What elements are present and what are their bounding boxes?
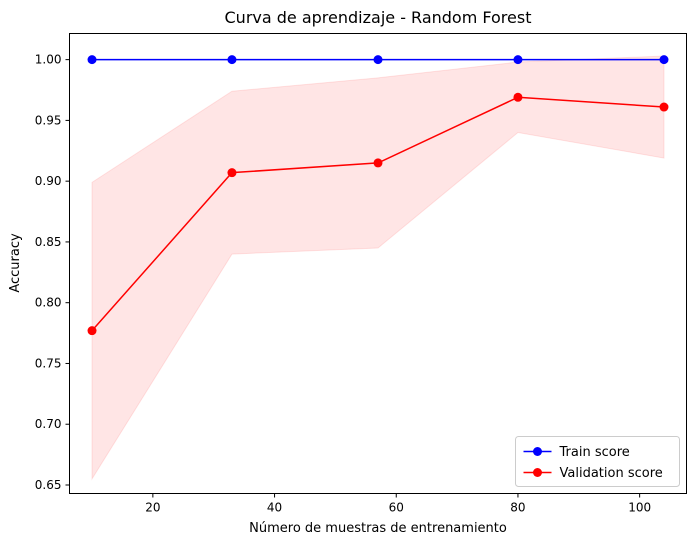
- y-tick-label: 1.00: [35, 53, 62, 67]
- plot-frame: [69, 33, 687, 494]
- legend-box: [515, 436, 680, 487]
- series-0-point: [373, 55, 383, 65]
- y-tick-label: 0.65: [35, 478, 62, 492]
- series-1-band: [91, 55, 665, 481]
- y-axis-label: Accuracy: [8, 233, 23, 293]
- series-1-point: [373, 158, 383, 168]
- y-tick-label: 0.70: [35, 417, 62, 431]
- series-1-point: [87, 326, 97, 336]
- chart-title: Curva de aprendizaje - Random Forest: [225, 8, 532, 27]
- series-1-point: [659, 102, 669, 112]
- y-tick-label: 0.90: [35, 174, 62, 188]
- x-tick-label: 80: [510, 501, 525, 515]
- y-tick-label: 0.95: [35, 113, 62, 127]
- series-0-point: [513, 55, 523, 65]
- legend-marker-1: [533, 468, 542, 477]
- x-tick-label: 20: [145, 501, 160, 515]
- legend-label-0: Train score: [559, 445, 630, 460]
- legend-label-1: Validation score: [560, 466, 663, 481]
- series-0-point: [87, 55, 97, 65]
- x-axis-label: Número de muestras de entrenamiento: [249, 521, 507, 535]
- x-tick-label: 40: [267, 501, 282, 515]
- series-1-point: [513, 92, 523, 102]
- legend-marker-0: [533, 447, 542, 456]
- y-tick-label: 0.75: [35, 356, 62, 370]
- y-tick-label: 0.80: [35, 296, 62, 310]
- series-1-point: [227, 168, 237, 178]
- x-tick-label: 100: [628, 501, 651, 515]
- series-0-point: [227, 55, 237, 65]
- y-tick-label: 0.85: [35, 235, 62, 249]
- series-0-point: [659, 55, 669, 65]
- x-tick-label: 60: [389, 501, 404, 515]
- legend: Train score Validation score: [515, 436, 680, 487]
